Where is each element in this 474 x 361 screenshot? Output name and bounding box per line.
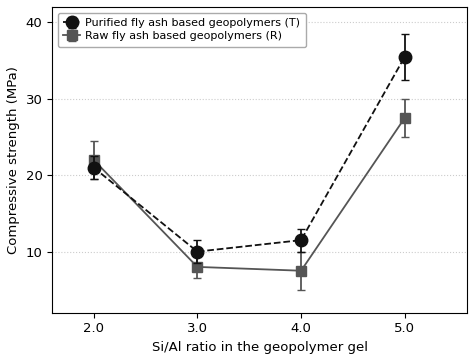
Y-axis label: Compressive strength (MPa): Compressive strength (MPa) <box>7 66 20 254</box>
Legend: Purified fly ash based geopolymers (T), Raw fly ash based geopolymers (R): Purified fly ash based geopolymers (T), … <box>58 13 306 47</box>
X-axis label: Si/Al ratio in the geopolymer gel: Si/Al ratio in the geopolymer gel <box>152 341 367 354</box>
